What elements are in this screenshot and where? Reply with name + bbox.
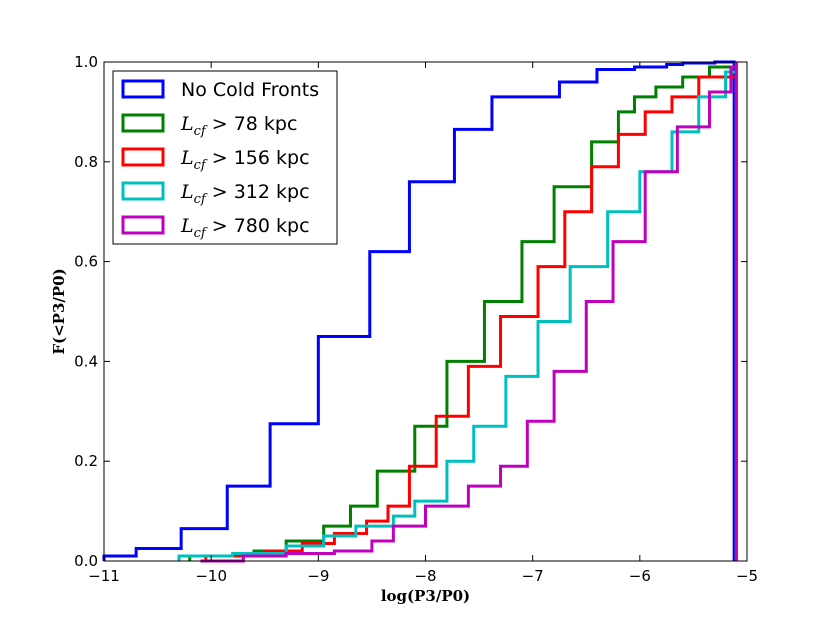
series-line-2 xyxy=(204,62,738,561)
x-tick-label: −6 xyxy=(629,567,651,585)
y-tick-label: 0.6 xyxy=(74,253,98,271)
legend: No Cold Fronts Lcf > 78 kpc Lcf > 156 kpc L… xyxy=(112,70,338,245)
legend-swatch-1 xyxy=(121,113,165,133)
legend-swatch-0 xyxy=(121,79,165,99)
y-tick-label: 0.2 xyxy=(74,452,98,470)
x-axis-label: log(P3/P0) xyxy=(381,587,470,605)
series-line-4 xyxy=(200,62,738,563)
x-tick-label: −5 xyxy=(736,567,758,585)
legend-label-4: Lcf > 780 kpc xyxy=(180,215,310,241)
x-tick-label: −7 xyxy=(522,567,544,585)
ticks-layer: −11 −10 −9 −8 −7 −6 −5 0.0 0.2 0.4 0.6 0.8 1.0 xyxy=(74,53,758,585)
series-line-3 xyxy=(177,62,738,561)
x-tick-label: −8 xyxy=(414,567,436,585)
series-layer xyxy=(102,60,738,563)
legend-box xyxy=(112,70,338,245)
legend-swatch-2 xyxy=(121,147,165,167)
legend-label-2: Lcf > 156 kpc xyxy=(180,147,310,173)
y-axis-label: F(<P3/P0) xyxy=(50,268,68,354)
legend-label-0: No Cold Fronts xyxy=(181,79,319,101)
legend-label-3: Lcf > 312 kpc xyxy=(180,181,310,207)
legend-swatch-3 xyxy=(121,181,165,201)
y-tick-label: 0.0 xyxy=(74,552,98,570)
legend-swatch-4 xyxy=(121,215,165,235)
x-tick-label: −11 xyxy=(88,567,120,585)
x-tick-label: −10 xyxy=(195,567,227,585)
y-tick-label: 0.8 xyxy=(74,153,98,171)
y-tick-label: 0.4 xyxy=(74,352,98,370)
x-tick-label: −9 xyxy=(307,567,329,585)
legend-label-1: Lcf > 78 kpc xyxy=(180,113,297,139)
y-tick-label: 1.0 xyxy=(74,53,98,71)
series-line-0 xyxy=(102,60,736,561)
